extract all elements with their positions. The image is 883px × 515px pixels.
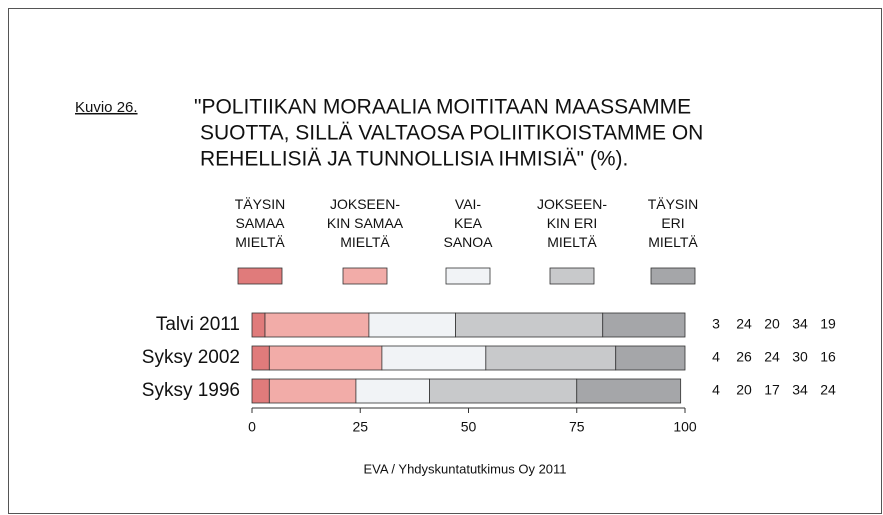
legend-swatch xyxy=(650,267,696,285)
y-tick-label: Talvi 2011 xyxy=(156,314,240,335)
legend-label: TÄYSIN SAMAA MIELTÄ xyxy=(235,196,286,250)
value-label: 34 xyxy=(792,316,808,332)
legend-swatch xyxy=(342,267,388,285)
bar-segment xyxy=(251,345,270,371)
x-tick-label: 25 xyxy=(352,419,368,435)
value-label: 30 xyxy=(792,349,808,365)
source: EVA / Yhdyskuntatutkimus Oy 2011 xyxy=(363,461,566,476)
value-label: 20 xyxy=(736,382,752,398)
bar-segment xyxy=(251,312,266,338)
x-tick-label: 100 xyxy=(673,419,697,435)
value-label: 24 xyxy=(736,316,752,332)
legend-swatch xyxy=(237,267,283,285)
bar-segment xyxy=(485,345,617,371)
bar-segment xyxy=(602,312,686,338)
value-label: 20 xyxy=(764,316,780,332)
legend-swatch xyxy=(549,267,595,285)
legend-label: VAI-KEA SANOA xyxy=(443,196,493,250)
x-tick-label: 75 xyxy=(569,419,585,435)
y-tick-label: Syksy 2002 xyxy=(142,347,240,368)
value-label: 4 xyxy=(712,349,720,365)
value-label: 26 xyxy=(736,349,752,365)
x-tick-label: 50 xyxy=(461,419,477,435)
value-label: 34 xyxy=(792,382,808,398)
legend-label: JOKSEEN-KIN ERI MIELTÄ xyxy=(537,196,607,250)
value-label: 3 xyxy=(712,316,720,332)
x-tick-label: 0 xyxy=(248,419,256,435)
chart-title: "POLITIIKAN MORAALIA MOITITAAN MAASSAMME xyxy=(194,96,691,119)
bar-segment xyxy=(251,378,270,404)
value-label: 16 xyxy=(820,349,836,365)
value-label: 24 xyxy=(764,349,780,365)
bar-segment xyxy=(355,378,430,404)
frame xyxy=(8,8,882,514)
bar-segment xyxy=(268,378,357,404)
bar-segment xyxy=(576,378,682,404)
legend-label: JOKSEEN-KIN SAMAA MIELTÄ xyxy=(327,196,404,250)
bar-segment xyxy=(615,345,686,371)
legend-label: TÄYSIN ERI MIELTÄ xyxy=(648,196,699,250)
bar-segment xyxy=(268,345,383,371)
y-tick-label: Syksy 1996 xyxy=(142,380,240,401)
value-label: 24 xyxy=(820,382,836,398)
value-label: 4 xyxy=(712,382,720,398)
legend-swatch xyxy=(445,267,491,285)
figure-label: Kuvio 26. xyxy=(75,99,138,116)
chart-title: REHELLISIÄ JA TUNNOLLISIA IHMISIÄ" (%). xyxy=(200,148,628,171)
bar-segment xyxy=(264,312,370,338)
bar-segment xyxy=(368,312,456,338)
bar-segment xyxy=(429,378,578,404)
bar-segment xyxy=(381,345,487,371)
bar-segment xyxy=(455,312,604,338)
chart-title: SUOTTA, SILLÄ VALTAOSA POLIITIKOISTAMME … xyxy=(200,122,703,145)
value-label: 19 xyxy=(820,316,836,332)
value-label: 17 xyxy=(764,382,780,398)
